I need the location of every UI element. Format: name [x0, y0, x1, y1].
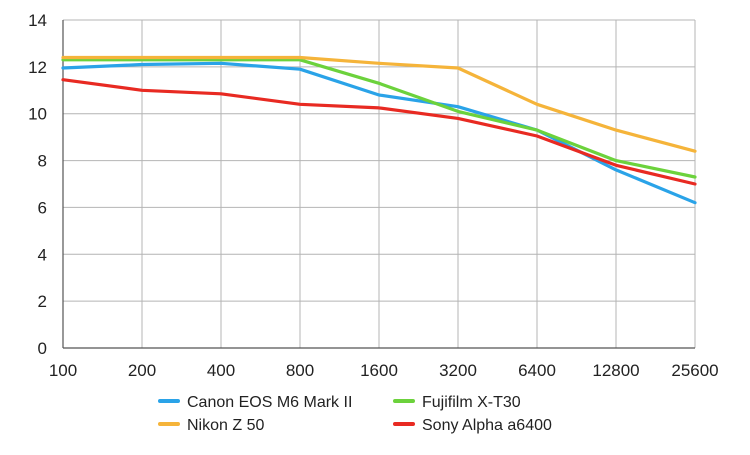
- x-tick-label: 1600: [360, 361, 398, 380]
- axes: 0 2 4 6 8 10 12 14 100 200 400 800 1600 3200 6400 12800…: [28, 11, 719, 380]
- x-tick-label: 400: [207, 361, 235, 380]
- x-tick-label: 3200: [439, 361, 477, 380]
- legend-label-fujifilm-x-t30: Fujifilm X-T30: [422, 394, 521, 411]
- legend: Canon EOS M6 Mark II Fujifilm X-T30 Nikon …: [158, 394, 552, 434]
- y-tick-label: 6: [38, 198, 47, 217]
- y-tick-label: 4: [38, 245, 47, 264]
- y-tick-label: 8: [38, 152, 47, 171]
- x-tick-label: 6400: [518, 361, 556, 380]
- x-tick-label: 200: [128, 361, 156, 380]
- x-tick-label: 25600: [671, 361, 718, 380]
- x-tick-label: 100: [49, 361, 77, 380]
- legend-label-sony-alpha-a6400: Sony Alpha a6400: [422, 417, 552, 434]
- series-lines: [61, 55, 697, 205]
- y-tick-label: 14: [28, 11, 47, 30]
- y-tick-label: 0: [38, 339, 47, 358]
- legend-label-canon-eos-m6-mark-ii: Canon EOS M6 Mark II: [187, 394, 352, 411]
- y-tick-label: 10: [28, 105, 47, 124]
- series-line-fujifilm-x-t30: [61, 58, 697, 179]
- y-tick-label: 12: [28, 58, 47, 77]
- x-tick-label: 800: [286, 361, 314, 380]
- grid: [62, 19, 696, 349]
- legend-label-nikon-z-50: Nikon Z 50: [187, 417, 264, 434]
- x-tick-label: 12800: [592, 361, 639, 380]
- series-line-nikon-z-50: [61, 55, 697, 153]
- y-tick-label: 2: [38, 292, 47, 311]
- series-line-sony-alpha-a6400: [61, 78, 697, 186]
